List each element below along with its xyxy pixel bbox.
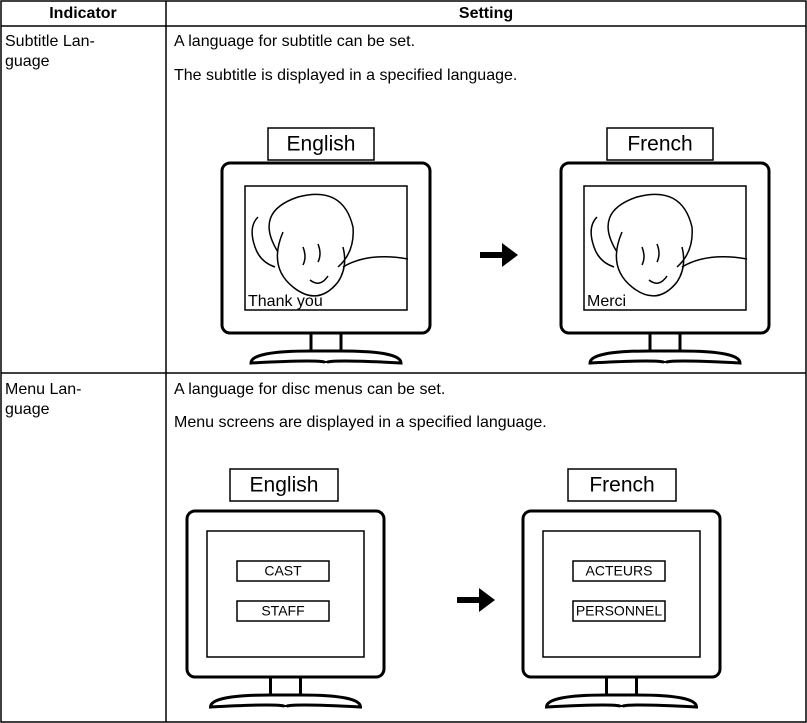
arrow [457,588,495,612]
header-cell: Setting [459,5,513,22]
hair [590,216,615,268]
monitor-screen [206,530,365,658]
label-box [267,127,375,161]
setting-text: A language for subtitle can be set. [174,33,415,50]
mouth [648,275,668,284]
monitor-stand [605,675,638,697]
setting-text: A language for disc menus can be set. [174,381,445,398]
arrow [480,243,518,267]
menu-item: PERSONNEL [576,603,663,619]
label-box [229,468,339,502]
mouth [309,275,329,284]
language-label: French [589,474,654,497]
monitor-stand [269,675,302,697]
subtitle: Merci [587,293,626,310]
language-label: French [627,133,692,156]
monitor-frame [185,509,386,679]
monitor-screen [583,185,747,311]
monitor-screen [542,530,701,658]
monitor-screen [244,185,408,311]
hair [607,193,693,268]
monitor-frame [220,161,432,335]
menu-item-box [236,600,330,622]
label-box [606,127,714,161]
monitor-stand [648,331,682,353]
header-cell: Indicator [49,5,117,22]
monitor-stand [309,331,343,353]
language-label: English [287,133,356,156]
subtitle: Thank you [248,293,323,310]
menu-item-box [572,560,666,582]
monitor-base [208,693,363,709]
label-box [567,468,677,502]
setting-text: Menu screens are displayed in a specifie… [174,414,547,431]
monitor-base [544,693,699,709]
hair [268,193,354,268]
indicator: Menu Lan- [5,381,82,398]
menu-item: CAST [264,563,302,579]
hair [251,216,276,268]
menu-item: ACTEURS [586,563,653,579]
monitor-base [588,349,742,365]
menu-item-box [236,560,330,582]
indicator: guage [5,53,50,70]
eyes [302,243,321,266]
language-label: English [250,474,319,497]
setting-text: The subtitle is displayed in a specified… [174,67,517,84]
eyes [641,243,660,266]
arm [681,256,748,268]
monitor-frame [559,161,771,335]
arm [342,256,409,268]
menu-item: STAFF [261,603,304,619]
menu-item-box [572,600,666,622]
monitor-base [249,349,403,365]
indicator: Subtitle Lan- [5,33,95,50]
monitor-frame [521,509,722,679]
indicator: guage [5,401,50,418]
